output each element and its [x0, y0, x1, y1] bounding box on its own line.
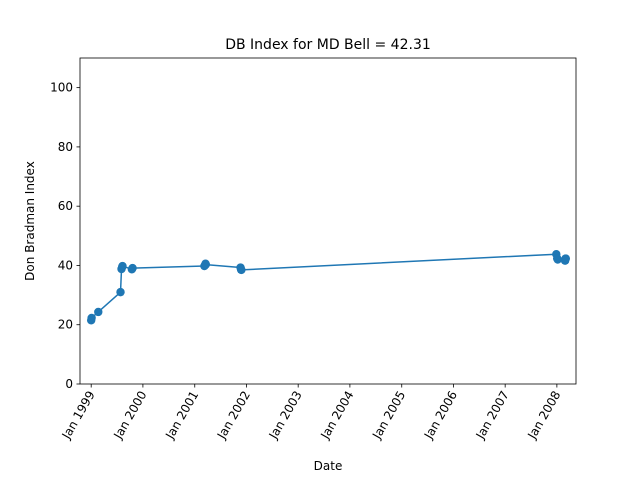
data-point	[128, 263, 137, 273]
data-point	[118, 261, 127, 271]
plot-area-frame	[79, 57, 577, 385]
data-point	[237, 265, 246, 275]
data-point	[116, 287, 125, 297]
chart-title: DB Index for MD Bell = 42.31	[225, 37, 431, 53]
y-tick-label: 20	[58, 318, 73, 332]
data-point	[561, 254, 570, 263]
y-axis-label: Don Bradman Index	[23, 161, 37, 281]
data-point	[201, 260, 211, 269]
y-tick-label: 80	[58, 140, 73, 154]
y-tick-label: 60	[58, 199, 73, 213]
y-tick-label: 100	[50, 81, 73, 95]
x-axis-label: Date	[314, 459, 343, 473]
y-tick-label: 40	[58, 258, 73, 272]
data-point	[553, 255, 562, 264]
y-tick-label: 0	[65, 377, 73, 391]
y-axis: 0 20 40 60 80 100	[50, 81, 80, 391]
data-point	[87, 313, 96, 323]
plot-layer	[86, 249, 570, 325]
data-point	[94, 307, 103, 317]
